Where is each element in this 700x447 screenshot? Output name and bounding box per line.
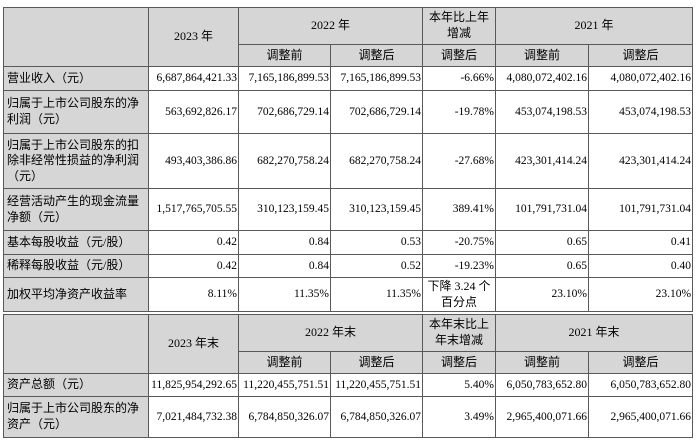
cell-2021-pre: 6,050,783,652.80 [495,373,590,397]
cell-2023: 11,825,954,292.65 [148,373,239,397]
col-header-2021-end: 2021 年末 [495,314,694,352]
cell-2021-pre: 0.65 [495,230,590,255]
subheader-2022-post: 调整后 [329,351,424,374]
cell-2022-pre: 0.84 [238,254,331,278]
row-label: 归属于上市公司股东的净利润（元） [3,90,149,134]
header-row-years: 2023 年 2022 年 本年比上年增减 2021 年 [3,7,694,67]
cell-2021-post: 2,965,400,071.66 [588,396,694,438]
cell-2022-post: 6,784,850,326.07 [329,396,424,438]
cell-2021-pre: 4,080,072,402.16 [495,66,590,91]
cell-2023: 563,692,826.17 [148,90,239,134]
cell-2023: 0.42 [148,254,239,278]
cell-2022-post: 0.52 [329,254,424,278]
cell-2021-post: 0.40 [588,254,694,278]
cell-2023: 1,517,765,705.55 [148,188,239,231]
cell-2022-post: 11.35% [329,276,424,313]
row-label: 基本每股收益（元/股） [3,230,149,255]
table-row-weighted-avg-roe: 加权平均净资产收益率 8.11% 11.35% 11.35% 下降 3.24 个… [3,276,694,313]
cell-2021-pre: 23.10% [495,276,590,313]
col-header-change: 本年比上年增减 [422,7,497,45]
subheader-2021-post: 调整后 [588,44,694,67]
cell-change: 389.41% [422,188,497,231]
subheader-change-post: 调整后 [422,44,497,67]
cell-2021-pre: 453,074,198.53 [495,90,590,134]
row-label: 加权平均净资产收益率 [3,276,149,313]
cell-change: -19.23% [422,254,497,278]
cell-2022-pre: 7,165,186,899.53 [238,66,331,91]
cell-2022-post: 682,270,758.24 [329,133,424,189]
corner-cell [3,7,149,67]
subheader-2022-post: 调整后 [329,44,424,67]
subheader-2022-pre: 调整前 [238,44,331,67]
table-row-deducted-net-profit: 归属于上市公司股东的扣除非经常性损益的净利润（元） 493,403,386.86… [3,133,694,189]
subheader-2021-post: 调整后 [588,351,694,374]
cell-2022-pre: 11,220,455,751.51 [238,373,331,397]
cell-change: -27.68% [422,133,497,189]
cell-2022-post: 702,686,729.14 [329,90,424,134]
cell-2022-pre: 6,784,850,326.07 [238,396,331,438]
cell-2022-pre: 702,686,729.14 [238,90,331,134]
cell-2023: 6,687,864,421.33 [148,66,239,91]
table-row-basic-eps: 基本每股收益（元/股） 0.42 0.84 0.53 -20.75% 0.65 … [3,230,694,255]
cell-change: -19.78% [422,90,497,134]
cell-2022-post: 11,220,455,751.51 [329,373,424,397]
header-row-yearend: 2023 年末 2022 年末 本年末比上年末增减 2021 年末 [3,314,694,374]
row-label: 经营活动产生的现金流量净额（元） [3,188,149,231]
table-row-diluted-eps: 稀释每股收益（元/股） 0.42 0.84 0.52 -19.23% 0.65 … [3,254,694,278]
cell-2021-post: 23.10% [588,276,694,313]
cell-2022-pre: 682,270,758.24 [238,133,331,189]
cell-2023: 8.11% [148,276,239,313]
header-row-adjust: 调整前 调整后 调整后 调整前 调整后 [4,44,694,67]
table-row-operating-cash-flow: 经营活动产生的现金流量净额（元） 1,517,765,705.55 310,12… [3,188,694,231]
cell-2022-post: 0.53 [329,230,424,255]
cell-2022-pre: 11.35% [238,276,331,313]
year-end-balances-table: 2023 年末 2022 年末 本年末比上年末增减 2021 年末 调整前 调整… [3,314,694,438]
cell-2023: 0.42 [148,230,239,255]
col-header-2021: 2021 年 [495,7,694,45]
col-header-2023: 2023 年 [148,7,239,67]
subheader-2021-pre: 调整前 [495,351,590,374]
cell-2022-post: 310,123,159.45 [329,188,424,231]
cell-2022-post: 7,165,186,899.53 [329,66,424,91]
cell-2022-pre: 0.84 [238,230,331,255]
cell-change: 5.40% [422,373,497,397]
subheader-2021-pre: 调整前 [495,44,590,67]
row-label: 稀释每股收益（元/股） [3,254,149,278]
row-label: 营业收入（元） [3,66,149,91]
cell-change: 下降 3.24 个百分点 [422,276,497,313]
cell-change: -20.75% [422,230,497,255]
cell-2021-post: 101,791,731.04 [588,188,694,231]
annual-results-table: 2023 年 2022 年 本年比上年增减 2021 年 调整前 调整后 调整后… [3,7,694,313]
table-row-net-profit: 归属于上市公司股东的净利润（元） 563,692,826.17 702,686,… [3,90,694,134]
cell-2021-pre: 0.65 [495,254,590,278]
cell-change: 3.49% [422,396,497,438]
subheader-change-post: 调整后 [422,351,497,374]
table-row-revenue: 营业收入（元） 6,687,864,421.33 7,165,186,899.5… [3,66,694,91]
cell-change: -6.66% [422,66,497,91]
cell-2022-pre: 310,123,159.45 [238,188,331,231]
row-label: 归属于上市公司股东的净资产（元） [3,396,149,438]
cell-2021-post: 0.41 [588,230,694,255]
table-row-total-assets: 资产总额（元） 11,825,954,292.65 11,220,455,751… [3,373,694,397]
cell-2021-pre: 101,791,731.04 [495,188,590,231]
row-label: 归属于上市公司股东的扣除非经常性损益的净利润（元） [3,133,149,189]
cell-2021-post: 6,050,783,652.80 [588,373,694,397]
row-label: 资产总额（元） [3,373,149,397]
cell-2021-post: 4,080,072,402.16 [588,66,694,91]
cell-2021-post: 423,301,414.24 [588,133,694,189]
col-header-yearend-change: 本年末比上年末增减 [422,314,497,352]
subheader-2022-pre: 调整前 [238,351,331,374]
table-row-net-assets: 归属于上市公司股东的净资产（元） 7,021,484,732.38 6,784,… [3,396,694,438]
cell-2021-pre: 2,965,400,071.66 [495,396,590,438]
cell-2021-post: 453,074,198.53 [588,90,694,134]
col-header-2022-end: 2022 年末 [237,314,424,352]
col-header-2023-end: 2023 年末 [148,314,239,374]
corner-cell [3,314,149,374]
cell-2023: 493,403,386.86 [148,133,239,189]
cell-2021-pre: 423,301,414.24 [495,133,590,189]
col-header-2022: 2022 年 [237,7,424,45]
cell-2023: 7,021,484,732.38 [148,396,239,438]
